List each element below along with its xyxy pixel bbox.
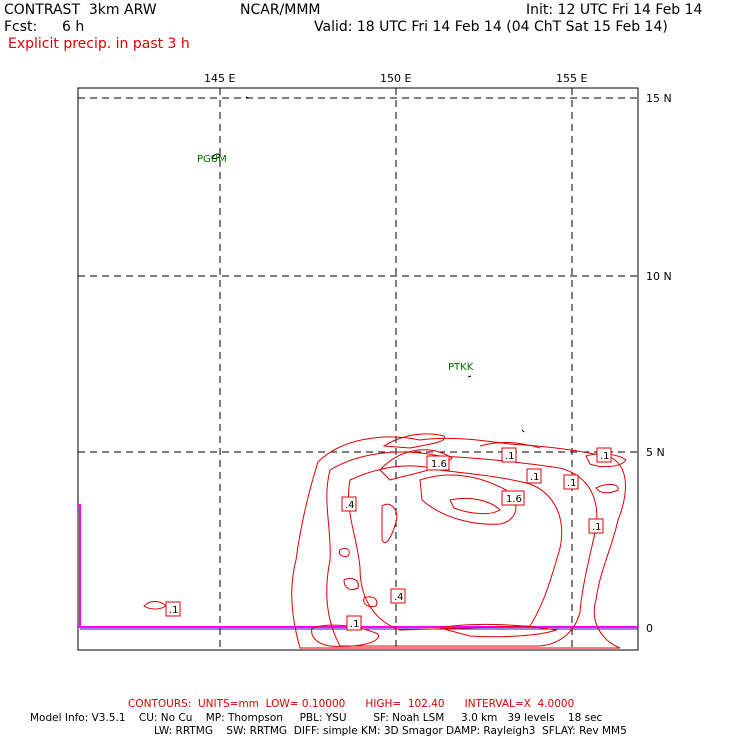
field-title: Explicit precip. in past 3 h (8, 36, 190, 52)
contour-equator-band (439, 623, 558, 638)
lat-lon-grid (78, 88, 638, 650)
contour-0.4-outer (326, 451, 598, 647)
contour-arc-north (382, 433, 446, 449)
contour-label-box: .1 (526, 468, 542, 484)
contour-label: .1 (350, 619, 360, 630)
lat-label-5n: 5 N (646, 446, 665, 459)
pohnpei-island (521, 429, 525, 433)
contour-label: 1.6 (431, 459, 447, 470)
contour-label-box: .1 (588, 518, 604, 534)
lon-label-155e: 155 E (556, 72, 587, 85)
contour-cell-c (339, 547, 350, 557)
island-north (245, 96, 250, 99)
contour-south-patch (311, 624, 379, 647)
contour-label-box: .1 (346, 615, 362, 631)
chuuk-island (467, 375, 472, 378)
precip-contours (143, 433, 627, 649)
contour-label-box: .1 (501, 447, 517, 463)
contour-label: .1 (169, 605, 179, 616)
contour-east-small (595, 483, 619, 494)
contour-label: .4 (394, 592, 404, 603)
contour-label-box: .4 (341, 496, 357, 512)
lat-label-0: 0 (646, 622, 653, 635)
lon-label-150e: 150 E (380, 72, 411, 85)
contour-label: .1 (530, 472, 540, 483)
contour-small-core (381, 503, 398, 544)
contour-label: .4 (345, 500, 355, 511)
contour-label: 1.6 (506, 494, 522, 505)
org-label: NCAR/MMM (240, 2, 321, 18)
map-panel: 145 E 150 E 155 E 15 N 10 N 5 N 0 PGUM P… (77, 72, 672, 651)
contour-label-box: .1 (596, 447, 612, 463)
lat-label-10n: 10 N (646, 270, 672, 283)
contour-0.4-inner (348, 465, 563, 631)
contour-info: CONTOURS: UNITS=mm LOW= 0.10000 HIGH= 10… (128, 698, 575, 710)
map-frame (77, 87, 639, 651)
fcst-label: Fcst: (4, 19, 38, 35)
fcst-value: 6 h (62, 19, 85, 35)
lat-label-15n: 15 N (646, 92, 672, 105)
contour-label: .1 (592, 522, 602, 533)
contour-1.6 (419, 474, 517, 525)
contour-label-box: .4 (390, 588, 406, 604)
contour-core (449, 497, 501, 515)
init-time: Init: 12 UTC Fri 14 Feb 14 (526, 2, 703, 18)
contour-outer-0.1 (291, 436, 626, 649)
contour-band-east (479, 441, 541, 449)
contour-cell-b (363, 596, 378, 607)
contour-north-band (379, 449, 453, 481)
contour-label-box: 1.6 (426, 455, 450, 471)
model-info-line-1: Model Info: V3.5.1 CU: No Cu MP: Thompso… (30, 712, 603, 724)
contour-label: .1 (600, 451, 610, 462)
valid-time: Valid: 18 UTC Fri 14 Feb 14 (04 ChT Sat … (314, 19, 668, 35)
contour-west-patch (143, 601, 167, 610)
contour-label-group: 1.6 .1 .1 .1 .1 1.6 .1 .4 (165, 447, 612, 631)
contour-label-box: .1 (165, 601, 181, 617)
contour-label-box: 1.6 (501, 490, 525, 506)
model-info-line-2: LW: RRTMG SW: RRTMG DIFF: simple KM: 3D … (154, 725, 627, 737)
coastlines (211, 96, 525, 433)
guam-island (211, 153, 221, 160)
model-title: CONTRAST 3km ARW (4, 2, 157, 18)
contour-label: .1 (505, 451, 515, 462)
contour-label-box: .1 (563, 474, 579, 490)
domain-boundary-line (78, 504, 81, 628)
station-label-ptkk: PTKK (448, 362, 474, 373)
lon-label-145e: 145 E (204, 72, 235, 85)
contour-label: .1 (567, 478, 577, 489)
station-label-pgum: PGUM (197, 154, 227, 165)
contour-cell-a (343, 577, 359, 591)
